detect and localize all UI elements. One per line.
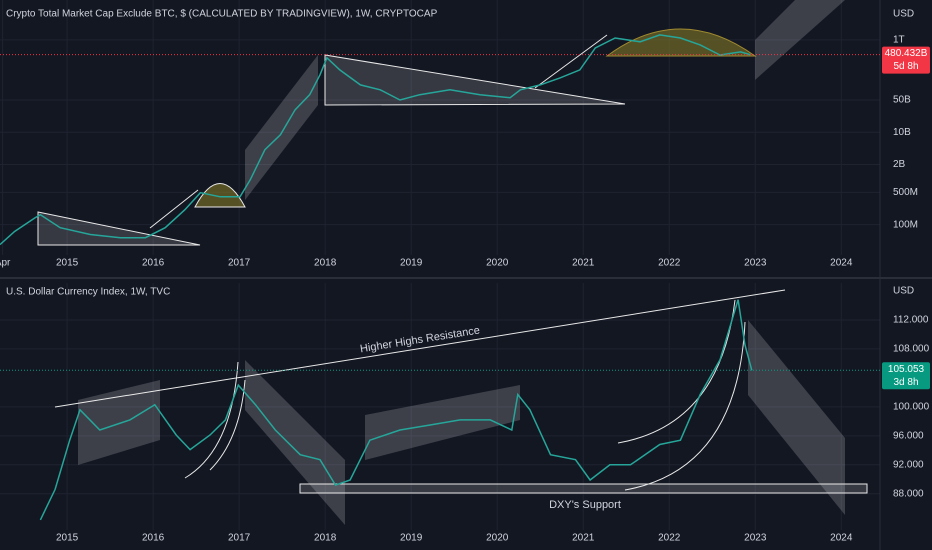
x-tick-label: 2016 xyxy=(142,533,165,544)
y-tick-label: 88.000 xyxy=(893,488,924,499)
x-tick-label: 2022 xyxy=(658,258,681,269)
y-tick-label: 100.000 xyxy=(893,402,930,413)
price-label-box xyxy=(882,46,930,74)
x-tick-label: 2019 xyxy=(400,533,423,544)
x-tick-label: 2017 xyxy=(228,258,251,269)
x-tick-label: 2017 xyxy=(228,533,251,544)
channel xyxy=(755,0,845,80)
curve xyxy=(184,361,239,479)
curve xyxy=(209,379,246,471)
price-line xyxy=(0,34,751,246)
x-tick-label: 2018 xyxy=(314,258,337,269)
x-tick-label: 2024 xyxy=(830,258,853,269)
x-tick-label: 2015 xyxy=(56,258,79,269)
y-tick-label: 2B xyxy=(893,159,906,170)
x-tick-label: 2022 xyxy=(658,533,681,544)
price-label: 105.053 xyxy=(888,364,925,375)
support-zone xyxy=(299,483,868,494)
y-tick-label: 108.000 xyxy=(893,344,930,355)
price-label: 480.432B xyxy=(885,48,928,59)
axis-unit: USD xyxy=(893,286,914,297)
x-tick-label: 2023 xyxy=(744,258,767,269)
price-line xyxy=(39,299,753,521)
y-tick-label: 100M xyxy=(893,219,918,230)
dome xyxy=(194,183,246,208)
x-tick-label: 2018 xyxy=(314,533,337,544)
x-tick-label: 2021 xyxy=(572,533,595,544)
channel xyxy=(78,380,160,465)
y-tick-label: 112.000 xyxy=(893,315,929,326)
x-tick-label: 2020 xyxy=(486,533,509,544)
countdown: 5d 8h xyxy=(893,61,918,72)
x-tick-label: 2021 xyxy=(572,258,595,269)
x-tick-label: 2024 xyxy=(830,533,853,544)
price-label-box xyxy=(882,362,930,390)
drawings-top xyxy=(37,0,845,246)
chart-title: U.S. Dollar Currency Index, 1W, TVC xyxy=(6,287,170,298)
triangle xyxy=(324,54,626,106)
channel xyxy=(245,55,318,200)
y-tick-label: 10B xyxy=(893,127,911,138)
chart-title: Crypto Total Market Cap Exclude BTC, $ (… xyxy=(6,9,438,20)
y-tick-label: 500M xyxy=(893,187,918,198)
x-tick-label: 2023 xyxy=(744,533,767,544)
x-tick-label: 2015 xyxy=(56,533,79,544)
y-tick-label: 92.000 xyxy=(893,459,924,470)
x-tick-label: 2020 xyxy=(486,258,509,269)
countdown: 3d 8h xyxy=(893,377,918,388)
annotation: DXY's Support xyxy=(549,499,621,511)
x-tick-label: 2019 xyxy=(400,258,423,269)
axis-unit: USD xyxy=(893,9,914,20)
channel xyxy=(748,320,845,515)
grid-layer xyxy=(0,0,880,530)
y-tick-label: 1T xyxy=(893,35,905,46)
x-tick-label: 2016 xyxy=(142,258,165,269)
mark-layer xyxy=(0,34,880,521)
triangle xyxy=(37,211,201,246)
arrow xyxy=(534,34,608,89)
dome xyxy=(605,28,757,57)
curve xyxy=(624,321,746,491)
x-tick-label: Apr xyxy=(0,258,11,269)
y-tick-label: 50B xyxy=(893,95,911,106)
resistance-line xyxy=(54,289,786,408)
arrow xyxy=(149,189,199,229)
y-tick-label: 96.000 xyxy=(893,430,924,441)
